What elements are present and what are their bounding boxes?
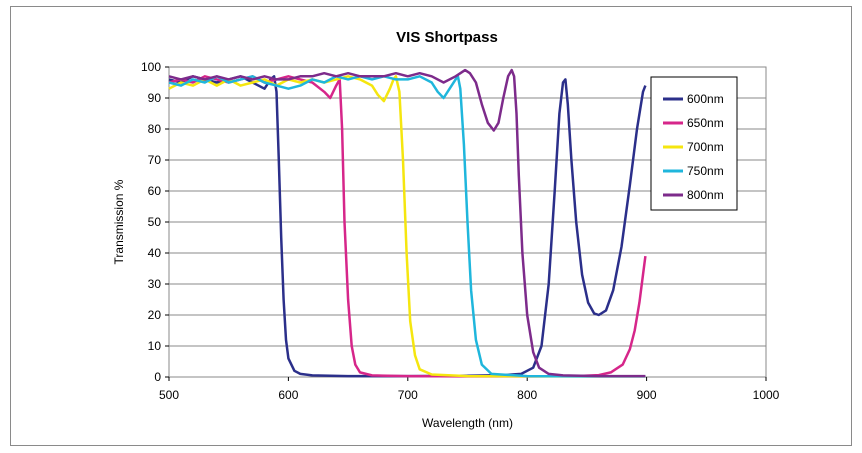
y-axis-label: Transmission % bbox=[112, 179, 126, 264]
y-tick-label: 30 bbox=[148, 277, 162, 291]
chart-title: VIS Shortpass bbox=[396, 29, 498, 46]
x-tick-label: 600 bbox=[278, 388, 298, 402]
y-tick-label: 100 bbox=[141, 60, 161, 74]
y-tick-label: 60 bbox=[148, 184, 162, 198]
legend-label-650nm: 650nm bbox=[687, 116, 724, 130]
legend-label-800nm: 800nm bbox=[687, 188, 724, 202]
y-tick-label: 90 bbox=[148, 91, 162, 105]
x-axis-label: Wavelength (nm) bbox=[422, 416, 513, 430]
series-line-800nm bbox=[168, 68, 646, 378]
chart-frame: VIS Shortpass 0 10 20 30 40 50 60 70 80 90 100 500… bbox=[10, 6, 852, 446]
y-tick-label: 40 bbox=[148, 246, 162, 260]
legend-label-600nm: 600nm bbox=[687, 92, 724, 106]
legend-items: 600nm 650nm 700nm 750nm 800nm bbox=[663, 92, 724, 202]
line-chart: VIS Shortpass 0 10 20 30 40 50 60 70 80 90 100 500… bbox=[112, 29, 780, 430]
x-axis-ticks: 500 600 700 800 900 1000 bbox=[159, 377, 780, 402]
series-line-600nm bbox=[168, 75, 647, 378]
series-line-750nm bbox=[168, 75, 646, 378]
x-tick-label: 700 bbox=[398, 388, 418, 402]
x-tick-label: 900 bbox=[637, 388, 657, 402]
legend: 600nm 650nm 700nm 750nm 800nm bbox=[650, 76, 738, 211]
y-tick-label: 20 bbox=[148, 308, 162, 322]
y-tick-label: 70 bbox=[148, 153, 162, 167]
y-tick-label: 80 bbox=[148, 122, 162, 136]
series-line-700nm bbox=[168, 75, 646, 378]
y-axis-ticks: 0 10 20 30 40 50 60 70 80 90 100 bbox=[141, 60, 169, 384]
series-line-650nm bbox=[168, 75, 647, 378]
x-tick-label: 1000 bbox=[753, 388, 780, 402]
y-tick-label: 10 bbox=[148, 339, 162, 353]
y-tick-label: 50 bbox=[148, 215, 162, 229]
y-tick-label: 0 bbox=[154, 370, 161, 384]
legend-label-750nm: 750nm bbox=[687, 164, 724, 178]
x-tick-label: 800 bbox=[517, 388, 537, 402]
series-lines bbox=[168, 68, 647, 378]
x-tick-label: 500 bbox=[159, 388, 179, 402]
legend-label-700nm: 700nm bbox=[687, 140, 724, 154]
